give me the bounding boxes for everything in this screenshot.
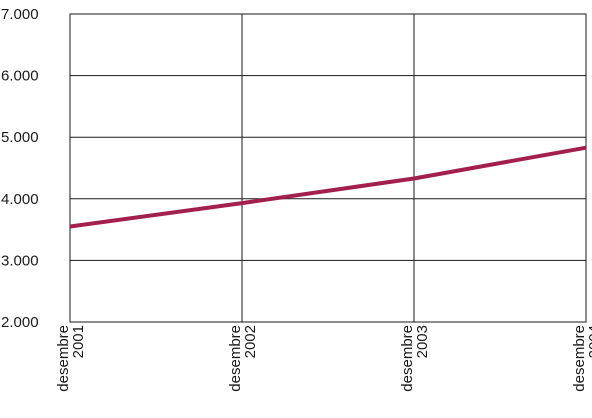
y-axis-ticks: 2.000 3.000 4.000 5.000 6.000 7.000 xyxy=(1,6,39,331)
y-tick-label: 3.000 xyxy=(1,252,39,269)
series-layer xyxy=(69,145,587,229)
y-tick-label: 5.000 xyxy=(1,129,39,146)
x-tick-label-line: 2004 xyxy=(586,325,592,358)
x-tick-label-line: desembre xyxy=(571,325,588,392)
y-tick-label: 4.000 xyxy=(1,191,39,208)
grid-lines xyxy=(70,14,586,322)
plot-frame xyxy=(69,13,587,323)
x-tick-label-line: 2002 xyxy=(242,325,259,358)
y-tick-label: 2.000 xyxy=(1,314,39,331)
x-tick-label-line: desembre xyxy=(55,325,72,392)
x-tick-label-line: desembre xyxy=(399,325,416,392)
y-tick-label: 6.000 xyxy=(1,68,39,85)
y-tick-label: 7.000 xyxy=(1,6,39,23)
x-tick-label-line: desembre xyxy=(227,325,244,392)
x-tick-label-line: 2003 xyxy=(414,325,431,358)
series-line xyxy=(69,145,587,229)
x-tick-label-line: 2001 xyxy=(70,325,87,358)
